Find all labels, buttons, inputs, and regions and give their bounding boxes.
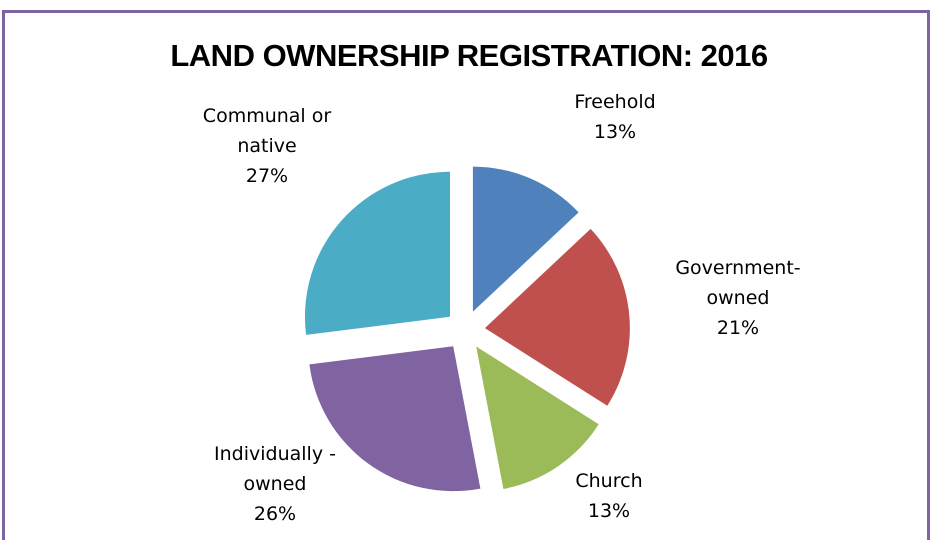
pie-slice-government-owned: [484, 228, 630, 406]
pie-label-freehold: Freehold 13%: [574, 91, 655, 143]
pie-label-individually-owned: Individually -owned 26%: [214, 443, 336, 525]
pie-chart: Freehold 13% Government-owned 21% Church 13% I…: [203, 91, 801, 525]
chart-title: LAND OWNERSHIP REGISTRATION: 2016: [170, 38, 768, 73]
pie-label-communal-or-native: Communal or native 27%: [203, 105, 332, 187]
pie-label-government-owned: Government-owned 21%: [675, 257, 800, 339]
pie-labels: Freehold 13% Government-owned 21% Church 13% I…: [203, 91, 801, 525]
pie-slice-communal-or-native: [304, 171, 450, 335]
pie-label-church: Church 13%: [575, 470, 642, 522]
pie-slice-individually-owned: [309, 346, 481, 492]
pie-slices: [304, 166, 630, 492]
pie-slice-freehold: [472, 166, 579, 312]
pie-slice-church: [476, 346, 599, 489]
